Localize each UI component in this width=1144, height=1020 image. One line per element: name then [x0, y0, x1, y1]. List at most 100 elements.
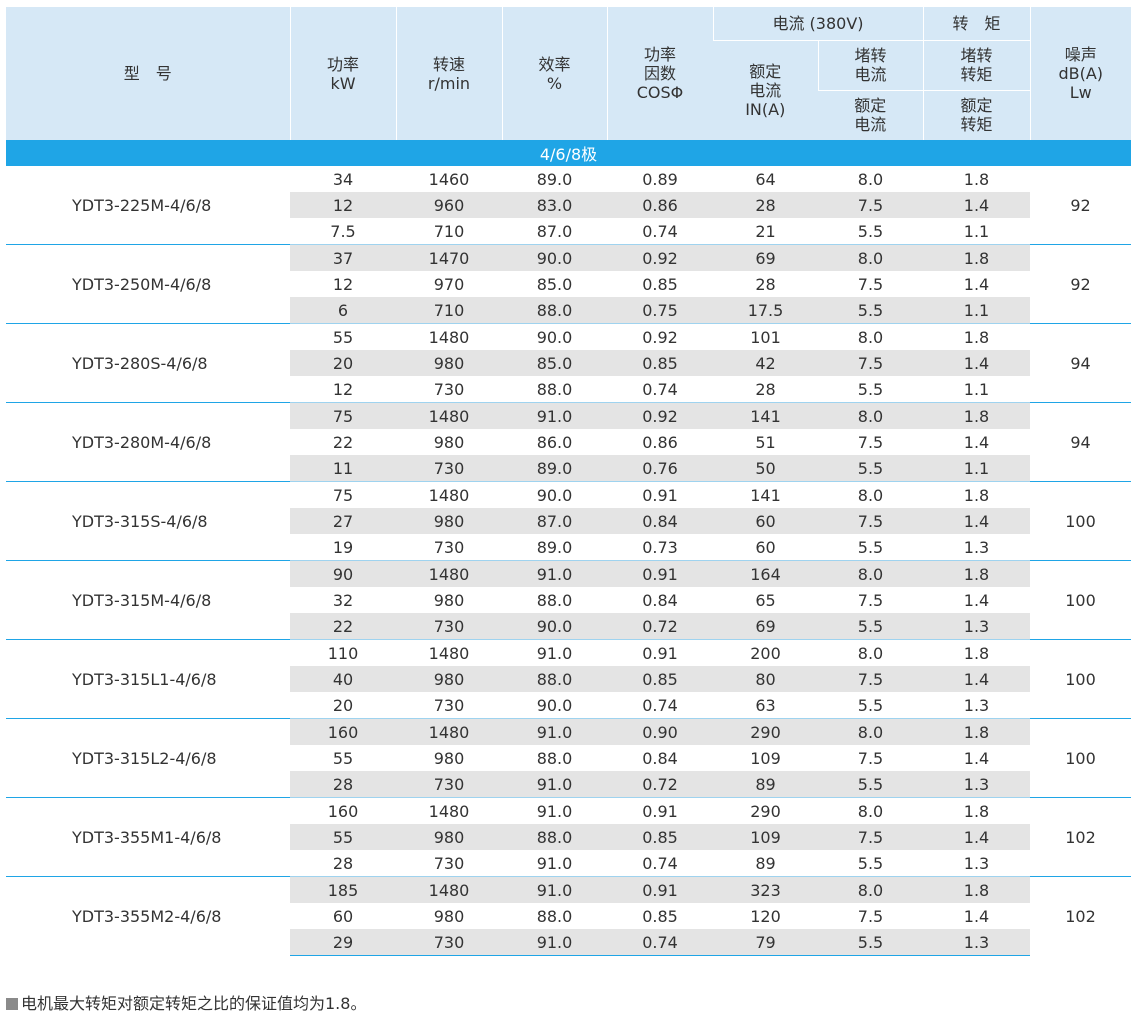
table-row: 12 960 83.0 0.86 28 7.5 1.4 [6, 192, 1131, 218]
cell-power: 90 [290, 560, 396, 587]
cell-efficiency: 87.0 [502, 218, 607, 245]
cell-efficiency: 88.0 [502, 745, 607, 771]
cell-efficiency: 83.0 [502, 192, 607, 218]
cell-speed: 1480 [396, 402, 502, 429]
cell-locked-current-ratio: 5.5 [818, 376, 923, 403]
cell-rated-current: 141 [713, 481, 818, 508]
cell-speed: 1480 [396, 323, 502, 350]
cell-rated-current: 50 [713, 455, 818, 482]
table-row: 27 980 87.0 0.84 60 7.5 1.4 [6, 508, 1131, 534]
cell-rated-current: 28 [713, 376, 818, 403]
cell-locked-torque-ratio: 1.8 [923, 876, 1030, 903]
cell-power: 22 [290, 429, 396, 455]
cell-locked-torque-ratio: 1.4 [923, 824, 1030, 850]
cell-efficiency: 87.0 [502, 508, 607, 534]
cell-locked-torque-ratio: 1.8 [923, 718, 1030, 745]
cell-locked-current-ratio: 5.5 [818, 534, 923, 561]
cell-locked-torque-ratio: 1.4 [923, 745, 1030, 771]
cell-rated-current: 69 [713, 613, 818, 640]
model-name: YDT3-250M-4/6/8 [6, 244, 290, 324]
cell-power-factor: 0.91 [607, 481, 713, 508]
noise-value: 94 [1030, 323, 1131, 403]
square-bullet-icon [6, 998, 18, 1010]
cell-power: 110 [290, 639, 396, 666]
cell-efficiency: 88.0 [502, 824, 607, 850]
cell-power: 12 [290, 376, 396, 403]
cell-power-factor: 0.76 [607, 455, 713, 482]
cell-power-factor: 0.85 [607, 350, 713, 376]
header-model: 型 号 [6, 7, 290, 140]
cell-rated-current: 120 [713, 903, 818, 929]
cell-locked-current-ratio: 7.5 [818, 903, 923, 929]
cell-speed: 730 [396, 771, 502, 798]
table-row: 12 730 88.0 0.74 28 5.5 1.1 [6, 376, 1131, 403]
cell-speed: 730 [396, 613, 502, 640]
cell-speed: 1480 [396, 639, 502, 666]
cell-power: 55 [290, 323, 396, 350]
table-row: 6 710 88.0 0.75 17.5 5.5 1.1 [6, 297, 1131, 324]
cell-speed: 1480 [396, 876, 502, 903]
pole-group-band: 4/6/8极 [6, 140, 1131, 166]
noise-value: 94 [1030, 402, 1131, 482]
noise-value: 100 [1030, 718, 1131, 798]
cell-efficiency: 89.0 [502, 455, 607, 482]
cell-rated-current: 290 [713, 718, 818, 745]
cell-locked-torque-ratio: 1.8 [923, 165, 1030, 192]
header-speed: 转速 r/min [395, 7, 502, 140]
cell-locked-current-ratio: 5.5 [818, 297, 923, 324]
cell-rated-current: 60 [713, 534, 818, 561]
footnote-text: 电机最大转矩对额定转矩之比的保证值均为1.8。 [21, 994, 367, 1013]
cell-power-factor: 0.92 [607, 323, 713, 350]
cell-locked-current-ratio: 8.0 [818, 797, 923, 824]
cell-locked-torque-ratio: 1.4 [923, 192, 1030, 218]
cell-locked-torque-ratio: 1.3 [923, 692, 1030, 719]
cell-locked-torque-ratio: 1.4 [923, 508, 1030, 534]
table-row: 12 970 85.0 0.85 28 7.5 1.4 [6, 271, 1131, 297]
cell-speed: 1480 [396, 718, 502, 745]
cell-rated-current: 323 [713, 876, 818, 903]
cell-locked-torque-ratio: 1.8 [923, 797, 1030, 824]
cell-speed: 980 [396, 903, 502, 929]
model-name: YDT3-315S-4/6/8 [6, 481, 290, 561]
table-row: 55 980 88.0 0.84 109 7.5 1.4 [6, 745, 1131, 771]
cell-power: 11 [290, 455, 396, 482]
model-name: YDT3-355M1-4/6/8 [6, 797, 290, 877]
cell-power: 6 [290, 297, 396, 324]
cell-power-factor: 0.74 [607, 929, 713, 956]
cell-efficiency: 91.0 [502, 797, 607, 824]
cell-power: 75 [290, 481, 396, 508]
cell-efficiency: 89.0 [502, 534, 607, 561]
cell-efficiency: 90.0 [502, 323, 607, 350]
cell-locked-current-ratio: 7.5 [818, 350, 923, 376]
noise-value: 92 [1030, 165, 1131, 245]
cell-speed: 730 [396, 534, 502, 561]
cell-locked-current-ratio: 5.5 [818, 850, 923, 877]
cell-locked-torque-ratio: 1.1 [923, 455, 1030, 482]
cell-efficiency: 86.0 [502, 429, 607, 455]
header-locked-current-rated: 额定 电流 [818, 89, 923, 140]
cell-rated-current: 69 [713, 244, 818, 271]
cell-power: 34 [290, 165, 396, 192]
cell-speed: 980 [396, 429, 502, 455]
cell-speed: 980 [396, 824, 502, 850]
cell-locked-torque-ratio: 1.3 [923, 534, 1030, 561]
noise-value: 100 [1030, 639, 1131, 719]
table-row: YDT3-315S-4/6/8 75 1480 90.0 0.91 141 8.0 1.8 10… [6, 481, 1131, 561]
cell-locked-current-ratio: 7.5 [818, 745, 923, 771]
cell-locked-current-ratio: 5.5 [818, 771, 923, 798]
table-row: YDT3-225M-4/6/8 34 1460 89.0 0.89 64 8.0 1.8 92 [6, 165, 1131, 245]
motor-spec-table: 型 号 功率 kW 转速 r/min 效率% 功率 因数 COSΦ 电流 (380V) … [6, 7, 1131, 956]
cell-power: 7.5 [290, 218, 396, 245]
cell-speed: 1480 [396, 797, 502, 824]
cell-locked-current-ratio: 5.5 [818, 613, 923, 640]
cell-speed: 1470 [396, 244, 502, 271]
cell-locked-current-ratio: 8.0 [818, 481, 923, 508]
cell-speed: 980 [396, 508, 502, 534]
table-row: YDT3-280S-4/6/8 55 1480 90.0 0.92 101 8.0 1.8 94 [6, 323, 1131, 403]
table-row: 7.5 710 87.0 0.74 21 5.5 1.1 [6, 218, 1131, 245]
cell-speed: 1480 [396, 481, 502, 508]
cell-efficiency: 91.0 [502, 876, 607, 903]
cell-power-factor: 0.92 [607, 402, 713, 429]
cell-rated-current: 17.5 [713, 297, 818, 324]
header-power: 功率 kW [289, 7, 396, 140]
